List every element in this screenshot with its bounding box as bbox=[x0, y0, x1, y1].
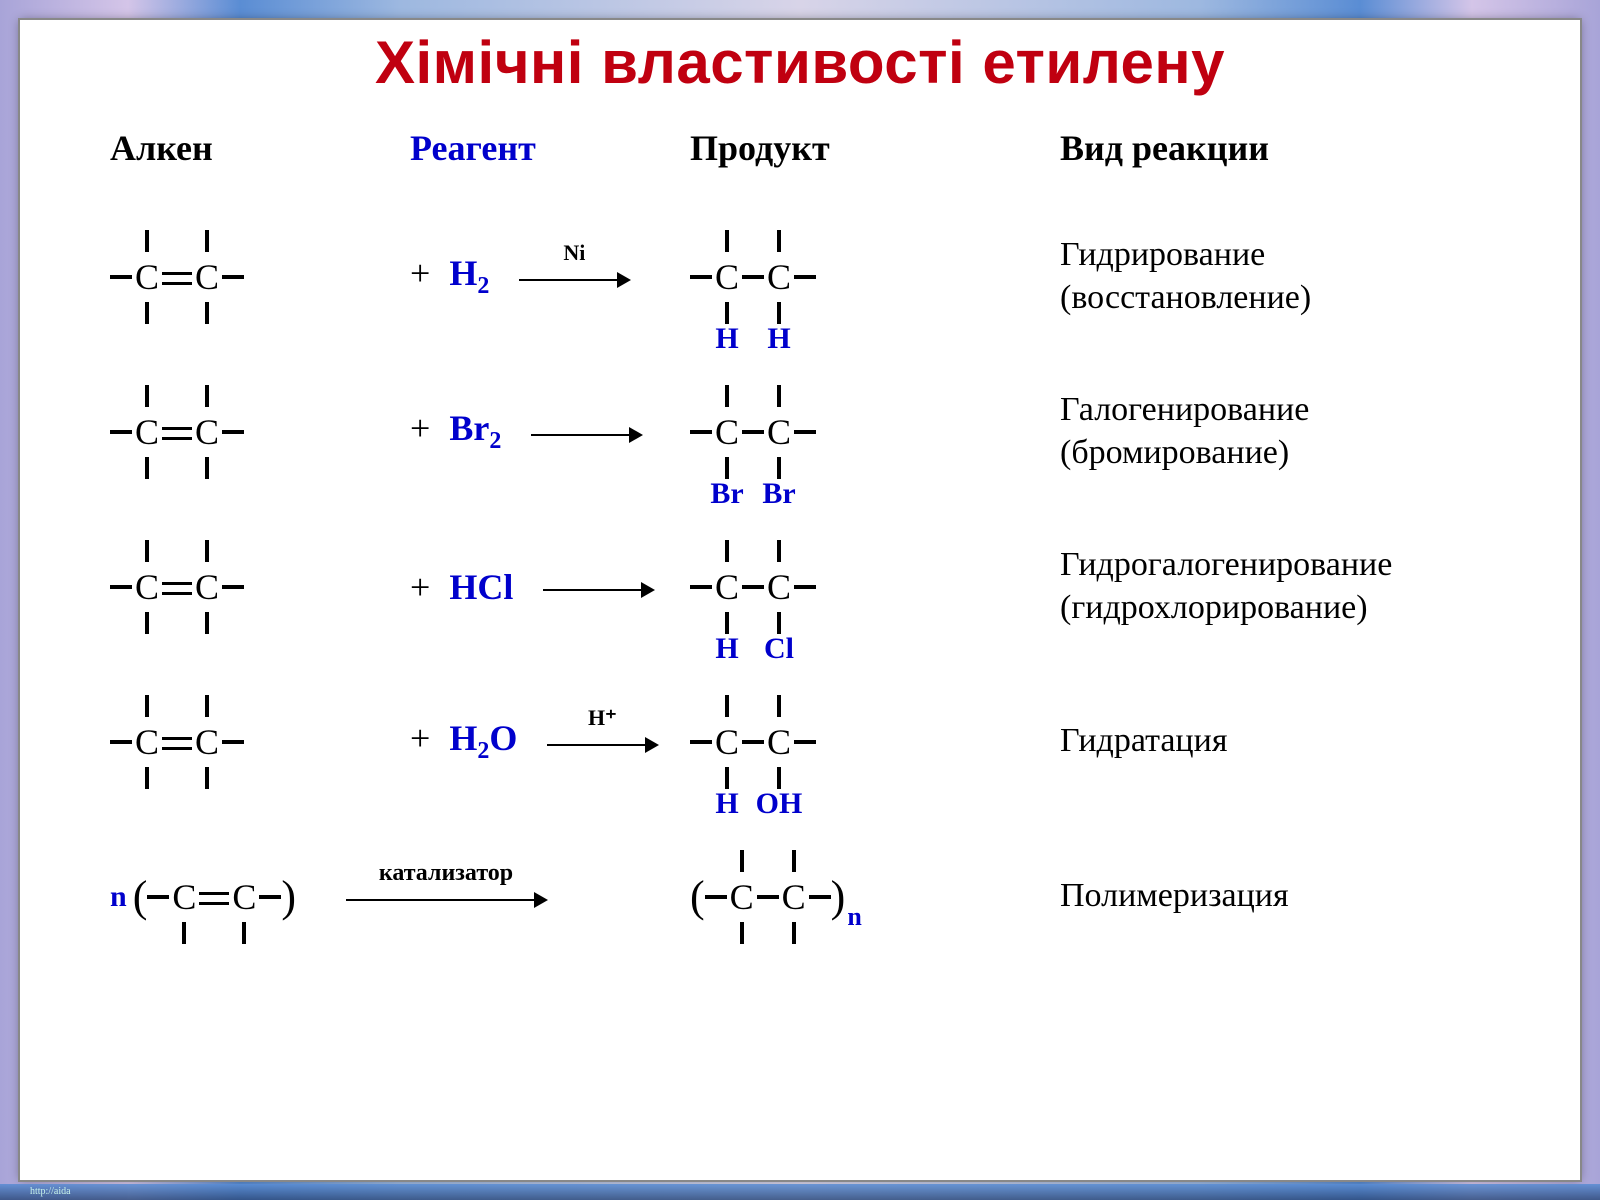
footer-bar: http://aida bbox=[0, 1184, 1600, 1200]
product-structure: CH COH bbox=[690, 664, 1060, 819]
reagent-cell: + HCl bbox=[410, 509, 690, 664]
polymer-reactant: n ( C C ) катализатор bbox=[110, 819, 690, 974]
header-reagent: Реагент bbox=[410, 127, 690, 199]
alkene-structure: C C bbox=[110, 354, 410, 509]
header-alkene: Алкен bbox=[110, 127, 410, 199]
reagent-cell: + H2O H⁺ bbox=[410, 664, 690, 819]
polymer-product: ( C C )n bbox=[690, 819, 1060, 974]
reaction-type: Гидратация bbox=[1060, 664, 1520, 819]
alkene-structure: C C bbox=[110, 509, 410, 664]
reaction-type: Полимеризация bbox=[1060, 819, 1520, 974]
reagent-cell: + Br2 bbox=[410, 354, 690, 509]
alkene-structure: C C bbox=[110, 664, 410, 819]
reaction-type: Гидрирование(восстановление) bbox=[1060, 199, 1520, 354]
page-title: Хімічні властивості етилену bbox=[20, 28, 1580, 97]
polymer-coefficient: n bbox=[110, 880, 127, 914]
product-structure: CH CH bbox=[690, 199, 1060, 354]
product-structure: CH CCl bbox=[690, 509, 1060, 664]
product-structure: CBr CBr bbox=[690, 354, 1060, 509]
reactions-table: Алкен Реагент Продукт Вид реакции C C + … bbox=[20, 127, 1580, 974]
slide-frame: Хімічні властивості етилену Алкен Реаген… bbox=[20, 20, 1580, 1180]
reagent-cell: + H2 Ni bbox=[410, 199, 690, 354]
header-product: Продукт bbox=[690, 127, 1060, 199]
header-reaction-type: Вид реакции bbox=[1060, 127, 1520, 199]
reaction-type: Галогенирование(бромирование) bbox=[1060, 354, 1520, 509]
alkene-structure: C C bbox=[110, 199, 410, 354]
reaction-type: Гидрогалогенирование(гидрохлорирование) bbox=[1060, 509, 1520, 664]
